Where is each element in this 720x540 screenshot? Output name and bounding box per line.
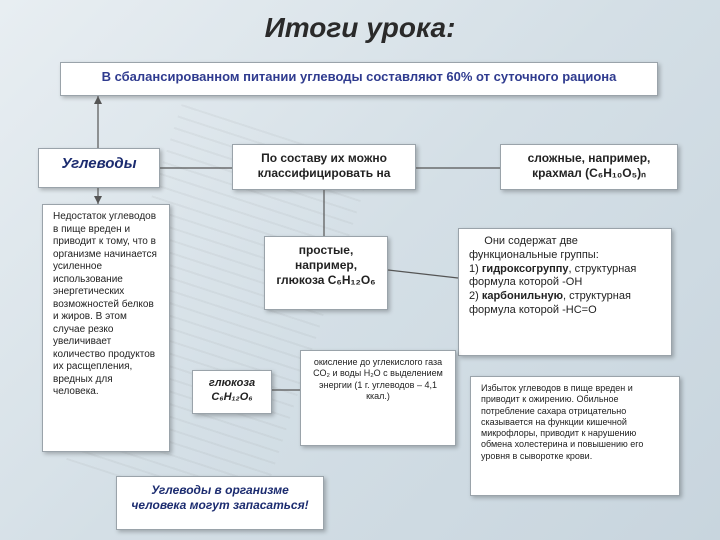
node-glucose: глюкоза C₆H₁₂O₆ xyxy=(192,370,272,414)
node-classify: По составу их можно классифицировать на xyxy=(232,144,416,190)
node-carbohydrates: Углеводы xyxy=(38,148,160,188)
node-simple: простые, например, глюкоза C₆H₁₂O₆ xyxy=(264,236,388,310)
node-deficiency: Недостаток углеводов в пище вреден и при… xyxy=(42,204,170,452)
banner-balanced-nutrition: В сбалансированном питании углеводы сост… xyxy=(60,62,658,96)
node-storage: Углеводы в организме человека могут запа… xyxy=(116,476,324,530)
node-simple-label: простые, например, глюкоза C₆H₁₂O₆ xyxy=(276,243,375,287)
node-complex: сложные, например, крахмал (C₆H₁₀O₅)ₙ xyxy=(500,144,678,190)
page-title: Итоги урока: xyxy=(0,12,720,44)
node-excess: Избыток углеводов в пище вреден и привод… xyxy=(470,376,680,496)
node-functional-groups: Они содержат две функциональные группы:1… xyxy=(458,228,672,356)
node-oxidation: окисление до углекислого газа СО₂ и воды… xyxy=(300,350,456,446)
node-functional-text: Они содержат две функциональные группы:1… xyxy=(469,235,636,316)
